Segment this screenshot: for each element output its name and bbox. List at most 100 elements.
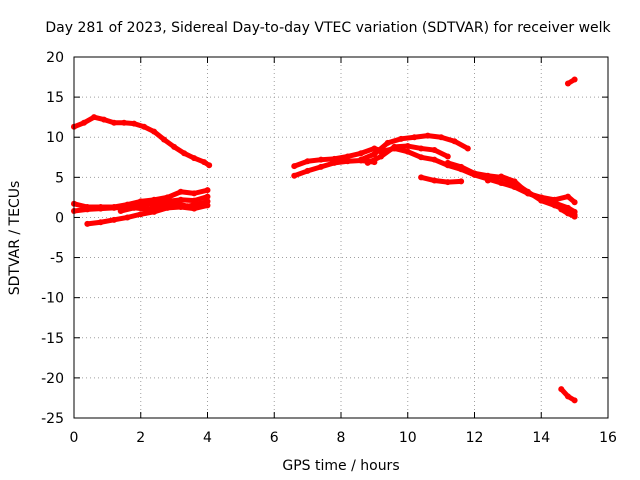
data-point	[418, 174, 425, 181]
data-point	[498, 173, 505, 180]
series-track-m	[484, 173, 578, 206]
data-point	[484, 172, 491, 179]
series-track-n	[558, 206, 578, 220]
data-point	[431, 156, 438, 163]
chart-title: Day 281 of 2023, Sidereal Day-to-day VTE…	[45, 20, 611, 36]
data-point	[418, 145, 425, 152]
series-track-p	[558, 386, 578, 404]
data-point	[571, 397, 578, 404]
data-point	[418, 154, 425, 161]
data-point	[291, 172, 298, 179]
data-point	[304, 167, 311, 174]
data-point	[384, 139, 391, 146]
y-tick-label: 15	[46, 90, 64, 106]
data-point	[571, 213, 578, 220]
data-point	[97, 205, 104, 212]
data-point	[191, 155, 198, 162]
data-point	[564, 210, 571, 217]
y-tick-label: 0	[55, 210, 64, 226]
data-point	[411, 134, 418, 141]
series-track-e	[117, 198, 211, 215]
data-point	[317, 163, 324, 170]
x-tick-label: 12	[466, 430, 484, 446]
x-tick-label: 6	[270, 430, 279, 446]
data-point	[451, 138, 458, 145]
data-point	[111, 216, 118, 223]
data-point	[84, 206, 91, 213]
data-point	[91, 114, 98, 121]
data-point	[144, 206, 151, 213]
data-point	[291, 163, 298, 170]
data-point	[558, 386, 565, 393]
data-point	[391, 145, 398, 152]
data-point	[464, 145, 471, 152]
data-point	[431, 147, 438, 154]
y-tick-label: 5	[55, 170, 64, 186]
x-tick-label: 0	[70, 430, 79, 446]
x-tick-label: 8	[337, 430, 346, 446]
data-point	[206, 162, 213, 169]
data-point	[344, 153, 351, 160]
axis-ticks: 0 2 4 6 8 10 12 14 16 -25 -20 -15 -10 -5 0 5 10 15 20	[41, 50, 617, 446]
data-point	[157, 202, 164, 209]
data-point	[458, 178, 465, 185]
series-track-a-upper	[71, 114, 213, 169]
data-point	[564, 80, 571, 87]
data-point	[358, 150, 365, 157]
data-point	[431, 177, 438, 184]
data-point	[444, 179, 451, 186]
data-point	[137, 211, 144, 218]
data-point	[398, 135, 405, 142]
data-point	[117, 208, 124, 215]
data-point	[171, 143, 178, 150]
data-point	[551, 196, 558, 203]
series-track-o	[564, 76, 578, 87]
data-point	[204, 198, 211, 205]
data-point	[571, 199, 578, 206]
y-tick-label: 10	[46, 130, 64, 146]
data-point	[131, 120, 138, 127]
series-track-c	[71, 193, 211, 215]
data-point	[538, 194, 545, 201]
y-tick-label: -20	[41, 371, 64, 387]
data-point	[358, 156, 365, 163]
x-tick-label: 14	[532, 430, 550, 446]
data-point	[564, 193, 571, 200]
data-point	[558, 206, 565, 213]
data-point	[191, 190, 198, 197]
data-point	[404, 143, 411, 150]
data-point	[331, 159, 338, 166]
data-point	[444, 159, 451, 166]
y-tick-label: 20	[46, 50, 64, 66]
data-point	[161, 136, 168, 143]
data-point	[201, 159, 208, 166]
data-point	[141, 123, 148, 130]
data-point	[131, 204, 138, 211]
data-point	[524, 190, 531, 197]
data-point	[317, 156, 324, 163]
data-point	[378, 148, 385, 155]
data-point	[121, 119, 128, 126]
series-line	[71, 114, 212, 168]
y-axis-label: SDTVAR / TECUs	[7, 181, 23, 296]
data-point	[564, 393, 571, 400]
data-point	[124, 214, 131, 221]
data-point	[571, 76, 578, 83]
data-point	[438, 134, 445, 141]
data-point	[111, 119, 118, 126]
data-point	[484, 177, 491, 184]
series-track-i	[364, 143, 451, 166]
data-point	[97, 219, 104, 226]
data-point	[101, 116, 108, 123]
x-tick-label: 2	[136, 430, 145, 446]
data-point	[404, 148, 411, 155]
data-point	[511, 178, 518, 185]
data-point	[458, 163, 465, 170]
data-point	[177, 188, 184, 195]
series-track-l	[444, 159, 578, 219]
y-tick-label: -15	[41, 331, 64, 347]
series-track-k	[418, 174, 465, 186]
series-line	[418, 174, 464, 185]
grid-lines	[74, 57, 608, 418]
